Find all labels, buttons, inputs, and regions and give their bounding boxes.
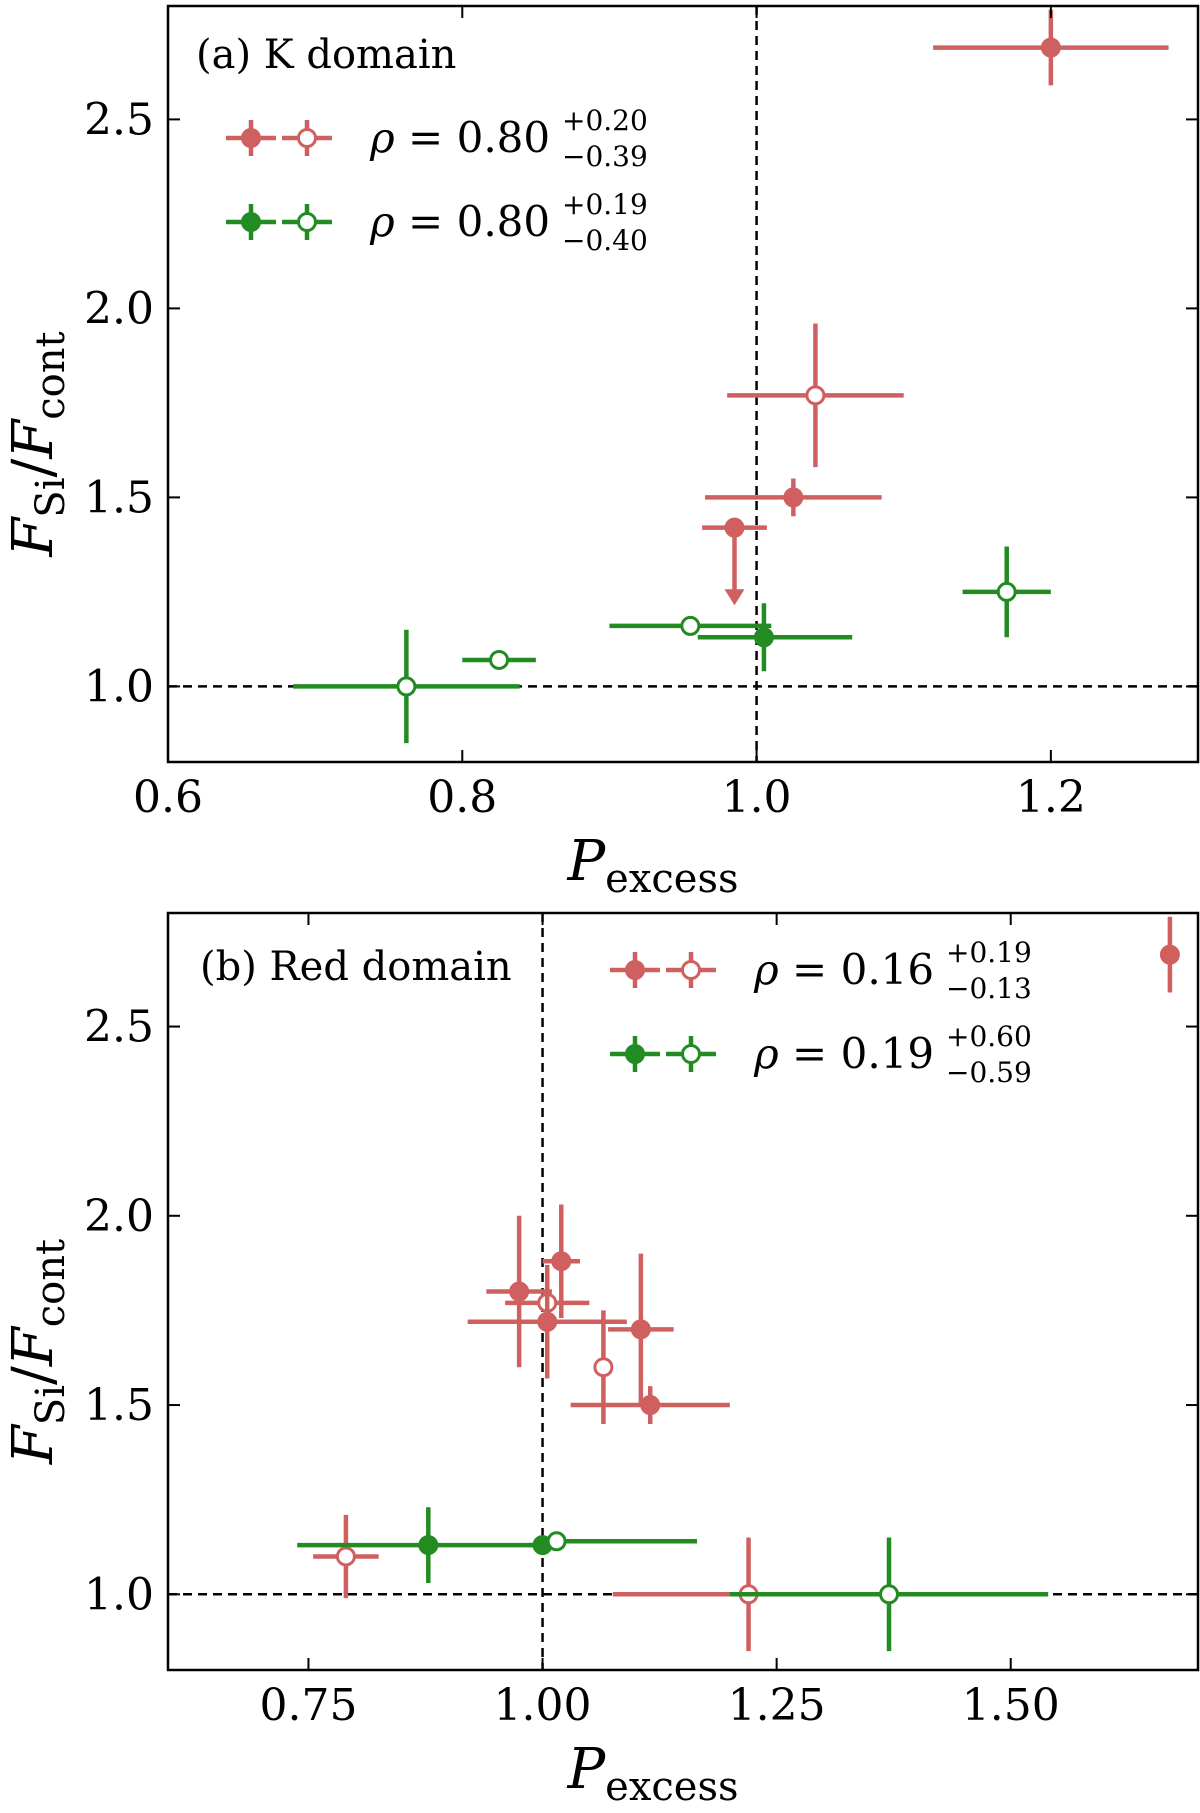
data-point (486, 1215, 552, 1368)
legend-label: ρ = 0.19 (753, 1029, 934, 1078)
legend-entry-green: ρ = 0.19 +0.60−0.59 (610, 1020, 1032, 1089)
legend-lower-error: −0.59 (946, 1056, 1032, 1089)
data-point (313, 1514, 379, 1599)
open-marker (879, 1584, 899, 1605)
y-tick-label: 1.0 (84, 661, 154, 712)
y-tick-label: 2.5 (84, 94, 154, 145)
legend-marker-filled (241, 128, 261, 148)
x-tick-label: 1.50 (962, 1680, 1060, 1731)
legend-lower-error: −0.39 (562, 140, 648, 173)
y-tick-label: 2.0 (84, 283, 154, 334)
y-tick-label: 1.5 (84, 472, 154, 523)
data-point (542, 1531, 698, 1552)
x-tick-label: 0.75 (259, 1680, 357, 1731)
x-tick-label: 1.00 (494, 1680, 592, 1731)
filled-marker (724, 517, 745, 538)
filled-marker (1159, 944, 1180, 965)
panel-b: 0.75 1.00 1.25 1.50 1.0 1.5 2.0 2.5 Pexcess FSi/F… (1, 911, 1200, 1810)
legend-lower-error: −0.13 (946, 972, 1032, 1005)
data-point (933, 9, 1169, 86)
data-point (697, 603, 853, 672)
legend-lower-error: −0.40 (562, 224, 648, 257)
legend-entry-red: ρ = 0.16 +0.19−0.13 (610, 936, 1032, 1005)
open-marker (805, 385, 826, 406)
data-point (962, 546, 1051, 638)
legend-marker-open (297, 212, 317, 232)
y-axis-label: FSi/Fcont (1, 331, 74, 557)
legend-label: ρ = 0.80 (369, 113, 550, 162)
legend: ρ = 0.80 +0.20−0.39 ρ = 0.80 +0.19−0.40 (226, 104, 648, 257)
open-marker (546, 1531, 567, 1552)
open-marker (996, 581, 1017, 602)
legend: ρ = 0.16 +0.19−0.13 ρ = 0.19 +0.60−0.59 (610, 936, 1032, 1089)
legend-entry-green: ρ = 0.80 +0.19−0.40 (226, 188, 648, 257)
legend-marker-open (681, 960, 701, 980)
data-point (467, 1265, 627, 1379)
open-marker (489, 649, 510, 670)
legend-marker-open (297, 128, 317, 148)
filled-marker (640, 1395, 661, 1416)
series-green (293, 546, 1051, 744)
data-point (702, 517, 767, 606)
filled-marker (537, 1311, 558, 1332)
legend-upper-error: +0.60 (946, 1020, 1032, 1053)
legend-marker-filled (625, 960, 645, 980)
y-tick-label: 2.5 (84, 1002, 154, 1053)
filled-marker (783, 487, 804, 508)
filled-marker (418, 1535, 439, 1556)
filled-marker (630, 1319, 651, 1340)
x-tick-label: 1.0 (722, 772, 792, 823)
open-marker (335, 1546, 356, 1567)
data-point (705, 478, 882, 517)
open-marker (396, 676, 417, 697)
x-axis-label: Pexcess (566, 829, 738, 902)
legend-marker-filled (625, 1044, 645, 1064)
data-point (542, 1204, 580, 1318)
axes-frame (166, 4, 1200, 764)
x-tick-label: 1.2 (1016, 772, 1086, 823)
legend-upper-error: +0.19 (562, 188, 648, 221)
legend-label: ρ = 0.80 (369, 197, 550, 246)
panel-title: (b) Red domain (200, 944, 512, 990)
panel-title: (a) K domain (196, 32, 456, 78)
data-point (462, 649, 536, 670)
filled-marker (753, 627, 774, 648)
data-point (570, 1386, 730, 1424)
filled-marker (509, 1281, 530, 1302)
x-tick-label: 0.6 (133, 772, 203, 823)
data-point (608, 1253, 674, 1406)
axes-frame (166, 911, 1200, 1672)
data-point (297, 1507, 560, 1583)
legend-marker-open (681, 1044, 701, 1064)
data-point (609, 615, 772, 636)
data-point (727, 323, 904, 468)
y-tick-label: 1.0 (84, 1569, 154, 1620)
legend-upper-error: +0.19 (946, 936, 1032, 969)
filled-marker (551, 1251, 572, 1272)
open-marker (593, 1357, 614, 1378)
series-green (297, 1507, 1049, 1652)
y-tick-label: 1.5 (84, 1380, 154, 1431)
data-point (729, 1537, 1049, 1652)
series-red (702, 9, 1169, 606)
data-point (1159, 916, 1180, 993)
x-tick-label: 1.25 (728, 1680, 826, 1731)
panel-a: 0.6 0.8 1.0 1.2 1.0 1.5 2.0 2.5 Pexcess FSi/Fcont… (1, 4, 1200, 902)
legend-marker-filled (241, 212, 261, 232)
y-axis-label: FSi/Fcont (1, 1239, 74, 1465)
filled-marker (1040, 37, 1061, 58)
series-red (313, 916, 1180, 1652)
legend-label: ρ = 0.16 (753, 945, 934, 994)
x-tick-label: 0.8 (427, 772, 497, 823)
data-point (293, 629, 520, 744)
open-marker (680, 615, 701, 636)
legend-upper-error: +0.20 (562, 104, 648, 137)
x-axis-label: Pexcess (566, 1737, 738, 1810)
legend-entry-red: ρ = 0.80 +0.20−0.39 (226, 104, 648, 173)
y-tick-label: 2.0 (84, 1191, 154, 1242)
upper-limit-arrowhead (724, 589, 745, 606)
